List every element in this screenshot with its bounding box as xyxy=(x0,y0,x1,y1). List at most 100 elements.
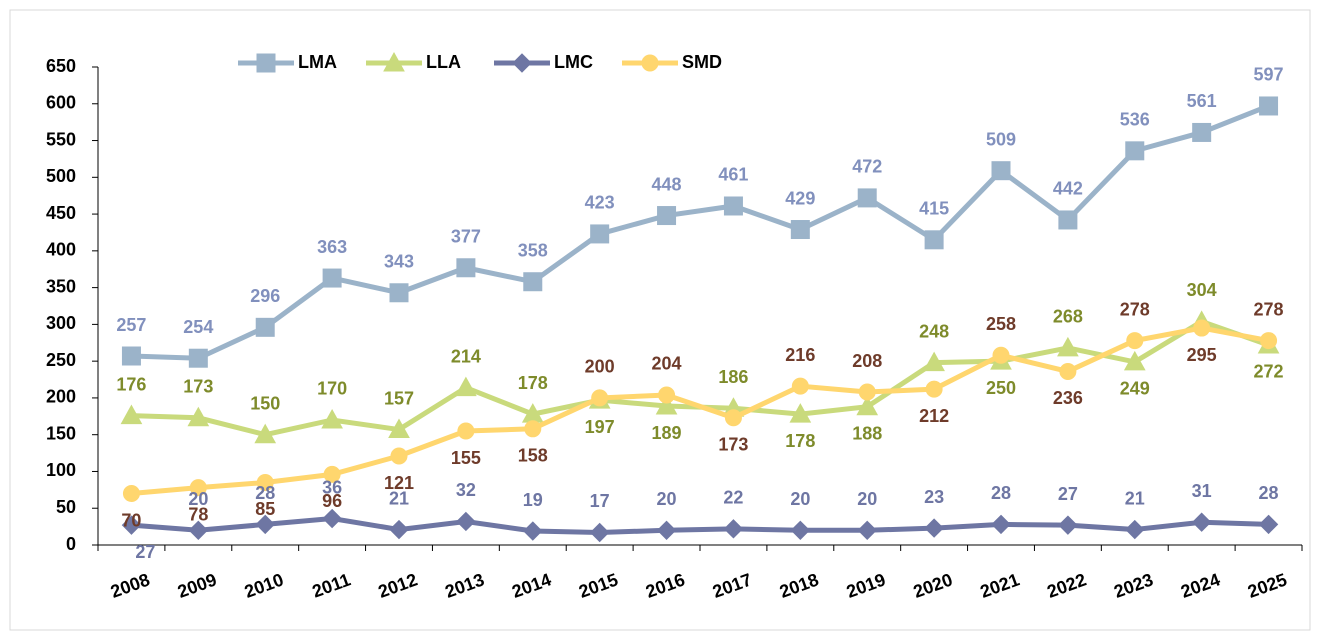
marker xyxy=(455,376,477,397)
data-label: 343 xyxy=(384,252,414,272)
data-label: 248 xyxy=(919,321,949,341)
y-tick-label: 500 xyxy=(46,166,76,186)
data-label: 36 xyxy=(322,477,342,497)
data-label: 268 xyxy=(1053,307,1083,327)
marker xyxy=(857,188,877,208)
data-label: 197 xyxy=(585,417,615,437)
data-label: 278 xyxy=(1254,299,1284,319)
marker xyxy=(589,522,610,543)
marker xyxy=(724,409,742,427)
data-label: 186 xyxy=(718,367,748,387)
y-tick-label: 650 xyxy=(46,56,76,76)
marker xyxy=(790,220,810,240)
marker xyxy=(856,395,879,416)
data-label: 20 xyxy=(188,489,208,509)
y-tick-label: 400 xyxy=(46,240,76,260)
marker xyxy=(655,394,678,415)
marker xyxy=(857,520,877,540)
marker xyxy=(256,53,276,73)
marker xyxy=(1057,336,1079,357)
data-label: 188 xyxy=(852,423,882,443)
legend-label: LMA xyxy=(298,52,337,72)
data-label: 31 xyxy=(1192,481,1212,501)
legend-label: SMD xyxy=(682,52,722,72)
marker xyxy=(723,196,743,216)
data-label: 296 xyxy=(250,286,280,306)
data-label: 214 xyxy=(451,346,481,366)
data-label: 20 xyxy=(857,489,877,509)
marker xyxy=(1191,512,1212,532)
marker xyxy=(321,408,343,429)
data-label: 27 xyxy=(1058,484,1078,504)
data-label: 27 xyxy=(135,542,155,562)
legend-label: LMC xyxy=(554,52,593,72)
data-label: 96 xyxy=(322,491,342,511)
data-label: 236 xyxy=(1053,388,1083,408)
y-tick-label: 200 xyxy=(46,387,76,407)
data-label: 189 xyxy=(652,423,682,443)
marker xyxy=(925,380,943,398)
data-label: 536 xyxy=(1120,110,1150,130)
data-label: 597 xyxy=(1254,65,1284,85)
series xyxy=(122,319,1278,503)
marker xyxy=(512,53,532,73)
data-label: 216 xyxy=(785,345,815,365)
data-label: 561 xyxy=(1187,91,1217,111)
marker xyxy=(723,519,744,539)
data-label: 204 xyxy=(652,354,682,374)
data-label: 173 xyxy=(183,377,213,397)
data-label: 158 xyxy=(518,446,548,466)
data-label: 28 xyxy=(1259,483,1279,503)
data-label: 442 xyxy=(1053,179,1083,199)
series xyxy=(121,96,1279,368)
data-label: 19 xyxy=(523,490,543,510)
marker xyxy=(591,389,609,407)
marker xyxy=(389,283,409,303)
data-label: 28 xyxy=(255,483,275,503)
marker xyxy=(390,447,408,465)
data-label: 70 xyxy=(121,510,141,530)
data-label: 157 xyxy=(384,388,414,408)
marker xyxy=(1193,319,1211,337)
data-label: 170 xyxy=(317,379,347,399)
data-label: 472 xyxy=(852,157,882,177)
data-label: 208 xyxy=(852,351,882,371)
marker xyxy=(523,272,543,292)
y-tick-label: 250 xyxy=(46,350,76,370)
marker xyxy=(991,161,1011,181)
marker xyxy=(189,479,207,497)
marker xyxy=(656,520,677,540)
marker xyxy=(120,404,143,425)
y-tick-label: 50 xyxy=(56,497,76,517)
marker xyxy=(322,508,342,529)
marker xyxy=(1260,332,1278,350)
data-label: 178 xyxy=(785,431,815,451)
marker xyxy=(1192,122,1212,142)
marker xyxy=(188,348,208,368)
marker xyxy=(255,514,275,535)
marker xyxy=(858,383,876,401)
marker xyxy=(322,268,342,288)
data-label: 257 xyxy=(116,315,146,335)
marker xyxy=(1126,332,1144,350)
data-label: 23 xyxy=(924,487,944,507)
marker xyxy=(590,224,610,244)
marker xyxy=(457,422,475,440)
marker xyxy=(658,386,676,404)
marker xyxy=(1125,141,1145,161)
marker xyxy=(1258,514,1279,535)
marker xyxy=(790,520,811,540)
marker xyxy=(1125,519,1145,540)
marker xyxy=(789,403,812,423)
y-tick-label: 550 xyxy=(46,129,76,149)
data-label: 423 xyxy=(585,193,615,213)
data-label: 258 xyxy=(986,314,1016,334)
marker xyxy=(791,377,809,395)
data-label: 85 xyxy=(255,499,275,519)
y-tick-label: 450 xyxy=(46,203,76,223)
marker xyxy=(122,485,140,503)
marker xyxy=(254,423,277,444)
data-label: 509 xyxy=(986,129,1016,149)
marker xyxy=(1058,515,1078,535)
